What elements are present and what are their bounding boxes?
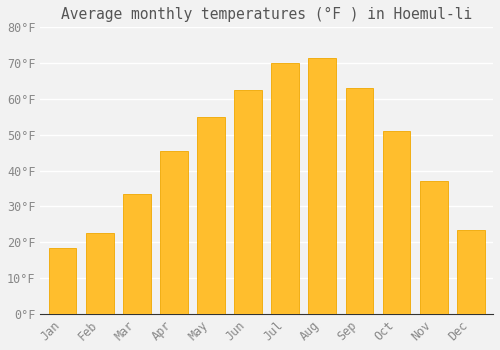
Bar (234, 90, 262, 314)
Bar (308, 58, 336, 314)
Bar (86, 233, 114, 314)
Bar (48, 247, 76, 314)
Bar (123, 194, 150, 314)
Bar (272, 63, 299, 314)
Bar (197, 117, 225, 314)
Bar (382, 131, 410, 314)
Bar (457, 230, 484, 314)
Bar (160, 151, 188, 314)
Bar (420, 181, 448, 314)
Bar (346, 88, 374, 314)
Title: Average monthly temperatures (°F ) in Hoemul-li: Average monthly temperatures (°F ) in Ho… (61, 7, 472, 22)
